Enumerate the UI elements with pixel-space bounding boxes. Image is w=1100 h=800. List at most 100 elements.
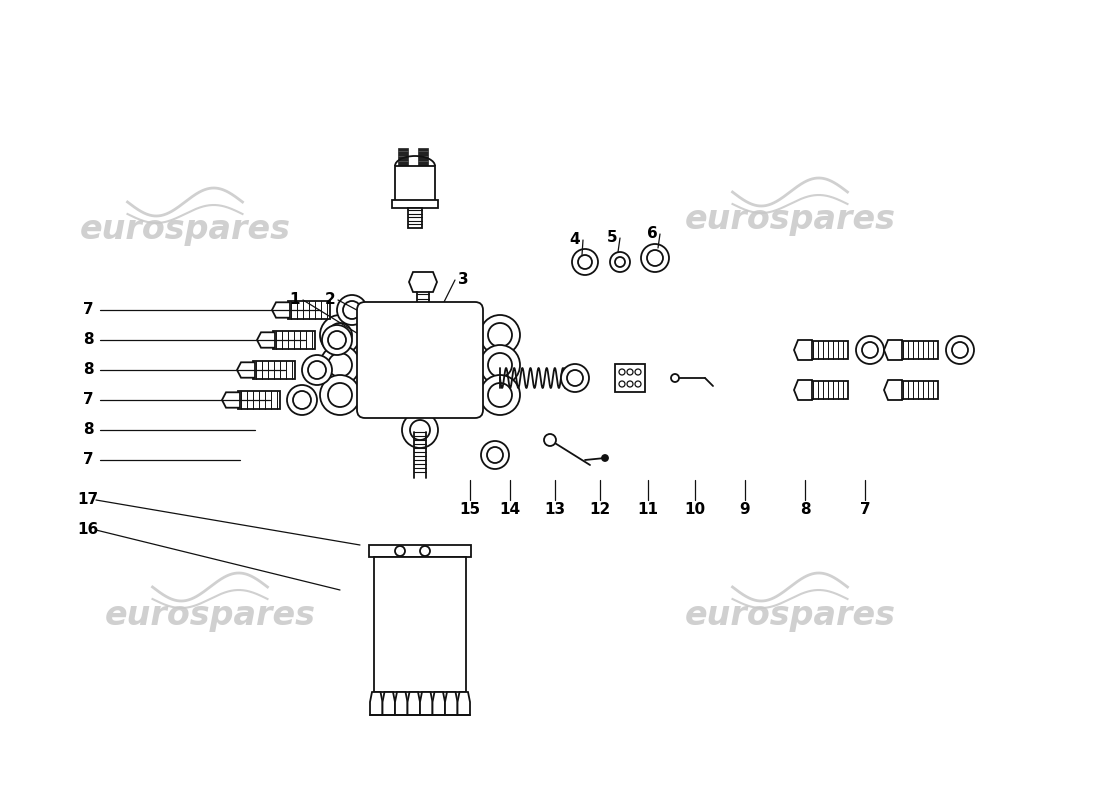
Circle shape [641, 244, 669, 272]
Circle shape [572, 249, 598, 275]
Circle shape [480, 345, 520, 385]
Text: eurospares: eurospares [684, 598, 895, 631]
Bar [253, 361, 295, 379]
Circle shape [578, 255, 592, 269]
Polygon shape [383, 692, 395, 715]
Circle shape [308, 361, 326, 379]
Polygon shape [794, 340, 812, 360]
Text: 4: 4 [570, 233, 581, 247]
Polygon shape [272, 302, 290, 318]
Text: 1: 1 [289, 293, 300, 307]
Polygon shape [794, 380, 812, 400]
Text: 10: 10 [684, 502, 705, 518]
Circle shape [480, 315, 520, 355]
Circle shape [392, 332, 448, 388]
Text: 14: 14 [499, 502, 520, 518]
Polygon shape [257, 332, 275, 348]
Circle shape [488, 383, 512, 407]
Bar [374, 557, 466, 692]
Circle shape [671, 374, 679, 382]
Circle shape [293, 391, 311, 409]
Circle shape [544, 434, 556, 446]
Circle shape [302, 355, 332, 385]
Circle shape [946, 336, 974, 364]
Circle shape [322, 325, 352, 355]
Polygon shape [420, 692, 432, 715]
Circle shape [410, 420, 430, 440]
Circle shape [619, 381, 625, 387]
Circle shape [320, 375, 360, 415]
Bar [900, 381, 938, 399]
Bar [615, 364, 645, 392]
Circle shape [328, 353, 352, 377]
Text: 9: 9 [739, 502, 750, 518]
Circle shape [328, 383, 352, 407]
Polygon shape [236, 362, 255, 378]
FancyBboxPatch shape [358, 302, 483, 418]
Circle shape [615, 257, 625, 267]
Text: 6: 6 [647, 226, 658, 242]
Bar [392, 200, 438, 208]
Circle shape [488, 323, 512, 347]
Circle shape [647, 250, 663, 266]
Text: 3: 3 [458, 273, 469, 287]
Circle shape [480, 375, 520, 415]
Text: 12: 12 [590, 502, 610, 518]
Circle shape [328, 331, 346, 349]
Circle shape [635, 381, 641, 387]
Circle shape [566, 370, 583, 386]
Circle shape [856, 336, 884, 364]
Bar [238, 391, 280, 409]
Text: 8: 8 [82, 362, 94, 378]
Text: eurospares: eurospares [79, 214, 290, 246]
Polygon shape [222, 392, 240, 408]
Polygon shape [407, 692, 420, 715]
Circle shape [395, 546, 405, 556]
Bar [273, 331, 315, 349]
Text: 8: 8 [82, 422, 94, 438]
Bar [810, 341, 848, 359]
Circle shape [952, 342, 968, 358]
Polygon shape [395, 692, 407, 715]
Polygon shape [409, 272, 437, 292]
Circle shape [487, 447, 503, 463]
Circle shape [402, 412, 438, 448]
Circle shape [420, 546, 430, 556]
Circle shape [561, 364, 588, 392]
Circle shape [635, 369, 641, 375]
Text: 7: 7 [82, 393, 94, 407]
Text: 2: 2 [324, 293, 336, 307]
Text: 15: 15 [460, 502, 481, 518]
Circle shape [337, 295, 367, 325]
Circle shape [627, 381, 632, 387]
Polygon shape [884, 380, 902, 400]
Circle shape [287, 385, 317, 415]
Text: 17: 17 [77, 493, 99, 507]
Text: 8: 8 [82, 333, 94, 347]
Text: 5: 5 [607, 230, 617, 246]
Text: 7: 7 [82, 302, 94, 318]
Circle shape [481, 441, 509, 469]
Circle shape [404, 344, 436, 376]
Circle shape [610, 252, 630, 272]
Circle shape [627, 369, 632, 375]
Circle shape [619, 369, 625, 375]
Text: 11: 11 [638, 502, 659, 518]
Text: 7: 7 [860, 502, 870, 518]
Polygon shape [370, 692, 383, 715]
Text: eurospares: eurospares [684, 203, 895, 237]
Bar [395, 166, 434, 204]
Circle shape [602, 455, 608, 461]
Bar [900, 341, 938, 359]
Bar [408, 208, 422, 228]
Polygon shape [432, 692, 446, 715]
Bar [810, 381, 848, 399]
Bar [368, 545, 471, 557]
Circle shape [343, 301, 361, 319]
Polygon shape [884, 340, 902, 360]
Text: 13: 13 [544, 502, 565, 518]
Polygon shape [458, 692, 470, 715]
Text: 7: 7 [82, 453, 94, 467]
Text: 16: 16 [77, 522, 99, 538]
Circle shape [320, 345, 360, 385]
